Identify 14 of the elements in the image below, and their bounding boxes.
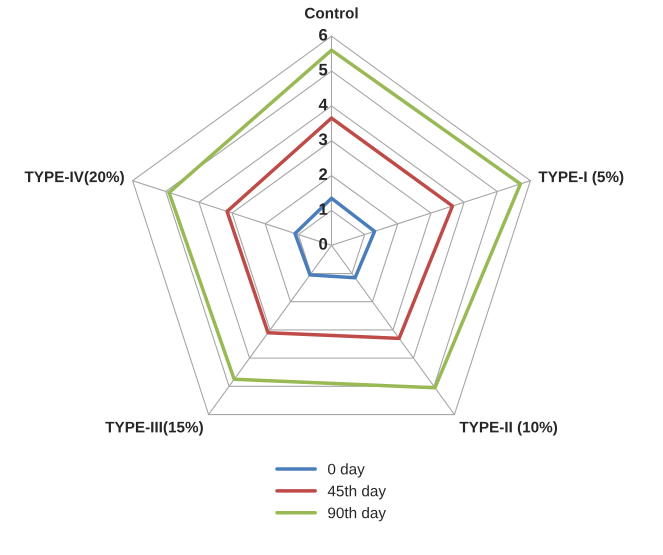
- y-tick-label: 5: [319, 64, 328, 76]
- spoke-label: TYPE-IV(20%): [24, 170, 124, 186]
- spoke-label: TYPE-II (10%): [460, 421, 558, 436]
- y-tick-label: 3: [318, 133, 328, 146]
- spoke-label: TYPE-III(15%): [105, 421, 203, 436]
- legend-label: 90th day: [328, 507, 386, 522]
- legend-label: 0 day: [328, 463, 365, 478]
- y-tick-label: 4: [318, 98, 328, 110]
- y-tick-label: 0: [319, 238, 328, 250]
- spoke-label: Control: [304, 7, 358, 19]
- y-tick-label: 6: [319, 28, 328, 41]
- legend-label: 45th day: [328, 485, 386, 500]
- y-tick-label: 2: [319, 168, 328, 180]
- spoke-label: TYPE-I (5%): [538, 170, 624, 186]
